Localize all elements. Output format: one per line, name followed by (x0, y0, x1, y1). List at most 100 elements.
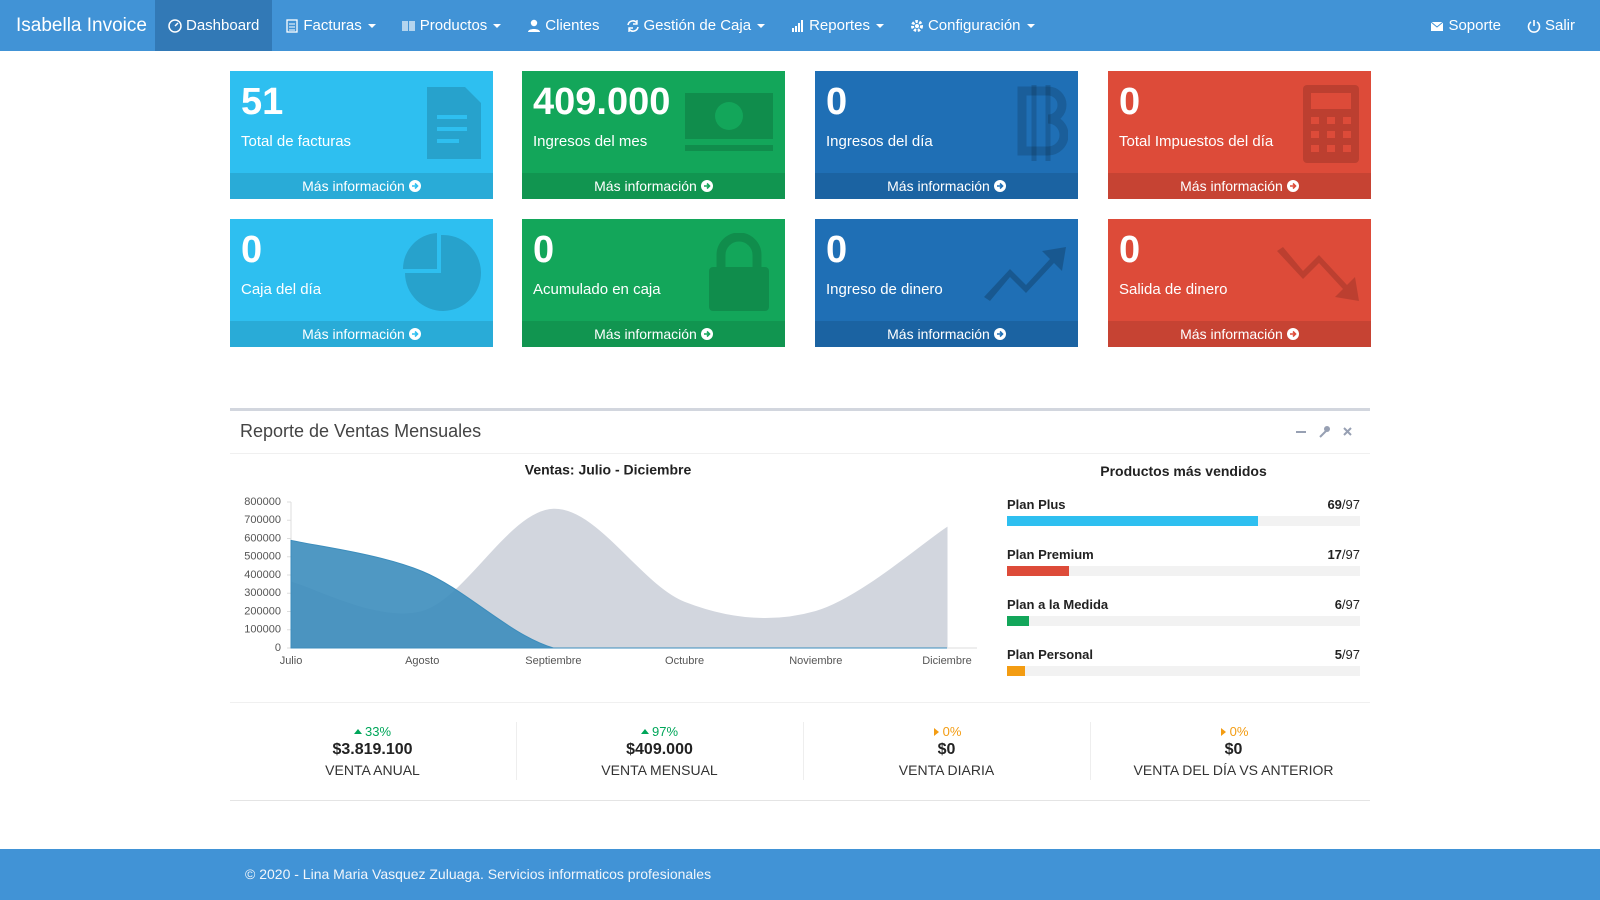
nav-icon (286, 18, 299, 33)
box-icon-part (403, 233, 437, 269)
link-text: Más información (1180, 326, 1283, 342)
link-icon (700, 180, 713, 192)
nav-right-menu: Soporte Salir (1417, 0, 1600, 51)
brand[interactable]: Isabella Invoice (16, 15, 147, 36)
product-row: Plan Personal 5/97 (1007, 647, 1360, 676)
nav-label: Reportes (809, 17, 870, 34)
product-head: Plan Personal 5/97 (1007, 647, 1360, 662)
stat-label: VENTA DEL DÍA VS ANTERIOR (1133, 762, 1334, 778)
nav-menu: Dashboard Facturas Productos Clientes Gestió… (155, 0, 1048, 51)
footer: © 2020 - Lina Maria Vasquez Zuluaga. Ser… (0, 849, 1600, 900)
link-text: Más información (302, 326, 405, 342)
nav-icon-part (531, 19, 538, 26)
info-box: 0 Acumulado en caja Más información (522, 219, 785, 347)
trend-icon-part (933, 727, 939, 736)
box-link[interactable]: Más información (230, 321, 493, 347)
nav-item[interactable]: Gestión de Caja (613, 0, 779, 51)
box-icon (1017, 85, 1068, 161)
box-icon-part (1343, 145, 1351, 152)
link-icon (993, 180, 1006, 192)
link-icon-part (411, 330, 419, 338)
product-name: Plan Premium (1007, 547, 1094, 562)
product-head: Plan Premium 17/97 (1007, 547, 1360, 562)
box-link[interactable]: Más información (230, 173, 493, 199)
progress-track (1007, 516, 1360, 526)
box-value: 0 (826, 81, 848, 123)
box-icon (984, 247, 1066, 301)
progress-track (1007, 616, 1360, 626)
stat-change: 97% (517, 724, 802, 739)
info-box: 0 Caja del día Más información (230, 219, 493, 347)
link-icon-part (996, 330, 1004, 338)
box-icon-part (709, 267, 769, 311)
info-box: 51 Total de facturas Más información (230, 71, 493, 199)
product-total: /97 (1341, 597, 1360, 612)
link-icon-part (703, 182, 711, 190)
box-value: 409.000 (533, 81, 671, 123)
box-value: 0 (241, 229, 263, 271)
nav-item[interactable]: Productos (389, 0, 515, 51)
nav-label: Dashboard (186, 17, 260, 34)
divider (516, 722, 517, 780)
trend-icon-part (640, 728, 649, 734)
box-icon-part (1343, 131, 1351, 138)
box-link[interactable]: Más información (815, 321, 1078, 347)
nav-icon-part (402, 20, 415, 31)
trend-icon (640, 728, 649, 734)
nav-icon-part (289, 23, 296, 30)
nav-item[interactable]: Facturas (272, 0, 388, 51)
nav-icon-part (1431, 21, 1444, 28)
nav-item[interactable]: Reportes (778, 0, 897, 51)
stat: 0% $0 VENTA DIARIA (804, 724, 1089, 778)
collapse-button[interactable] (1296, 431, 1306, 433)
box-link[interactable]: Más información (522, 321, 785, 347)
link-icon (993, 328, 1006, 340)
product-head: Plan a la Medida 6/97 (1007, 597, 1360, 612)
link-text: Más información (887, 178, 990, 194)
divider (803, 722, 804, 780)
caret (875, 23, 884, 28)
box-label: Total de facturas (241, 133, 352, 150)
settings-button[interactable] (1319, 426, 1330, 438)
stat-amount: $0 (1224, 741, 1243, 758)
box-link[interactable]: Más información (1108, 173, 1371, 199)
box-icon-part (716, 233, 762, 267)
box-label: Ingreso de dinero (826, 281, 943, 298)
nav-item[interactable]: Salir (1514, 0, 1588, 51)
nav-icon-part (168, 18, 182, 33)
nav-icon (626, 19, 639, 32)
nav-icon-part (528, 28, 541, 32)
stat: 33% $3.819.100 VENTA ANUAL (230, 724, 515, 778)
link-text: Más información (594, 326, 697, 342)
product-total: /97 (1341, 497, 1360, 512)
box-link[interactable]: Más información (522, 173, 785, 199)
nav-icon (910, 19, 923, 32)
box-link[interactable]: Más información (1108, 321, 1371, 347)
nav-item[interactable]: Clientes (514, 0, 612, 51)
product-name: Plan Personal (1007, 647, 1093, 662)
nav-item[interactable]: Dashboard (155, 0, 273, 51)
box-icon-part (405, 234, 481, 311)
box-icon-part (1343, 117, 1351, 124)
product-count: 5/97 (1335, 647, 1360, 662)
product-head: Plan Plus 69/97 (1007, 497, 1360, 512)
nav-item[interactable]: Configuración (897, 0, 1048, 51)
nav-item[interactable]: Soporte (1417, 0, 1514, 51)
nav-label: Soporte (1448, 17, 1501, 34)
close-button[interactable] (1343, 427, 1352, 436)
box-icon-part (437, 115, 467, 143)
trend-icon (353, 728, 362, 734)
info-box: 0 Ingresos del día Más información (815, 71, 1078, 199)
box-link[interactable]: Más información (815, 173, 1078, 199)
nav-icon (168, 18, 182, 33)
product-value: 5 (1334, 647, 1342, 662)
link-icon (408, 180, 421, 192)
box-label: Ingresos del día (826, 133, 933, 150)
nav-label: Salir (1544, 17, 1575, 34)
info-box: 0 Salida de dinero Más información (1108, 219, 1371, 347)
nav-icon-part (914, 23, 919, 28)
stat-change: 0% (1091, 724, 1376, 739)
box-icon-part (1311, 145, 1319, 152)
link-text: Más información (302, 178, 405, 194)
